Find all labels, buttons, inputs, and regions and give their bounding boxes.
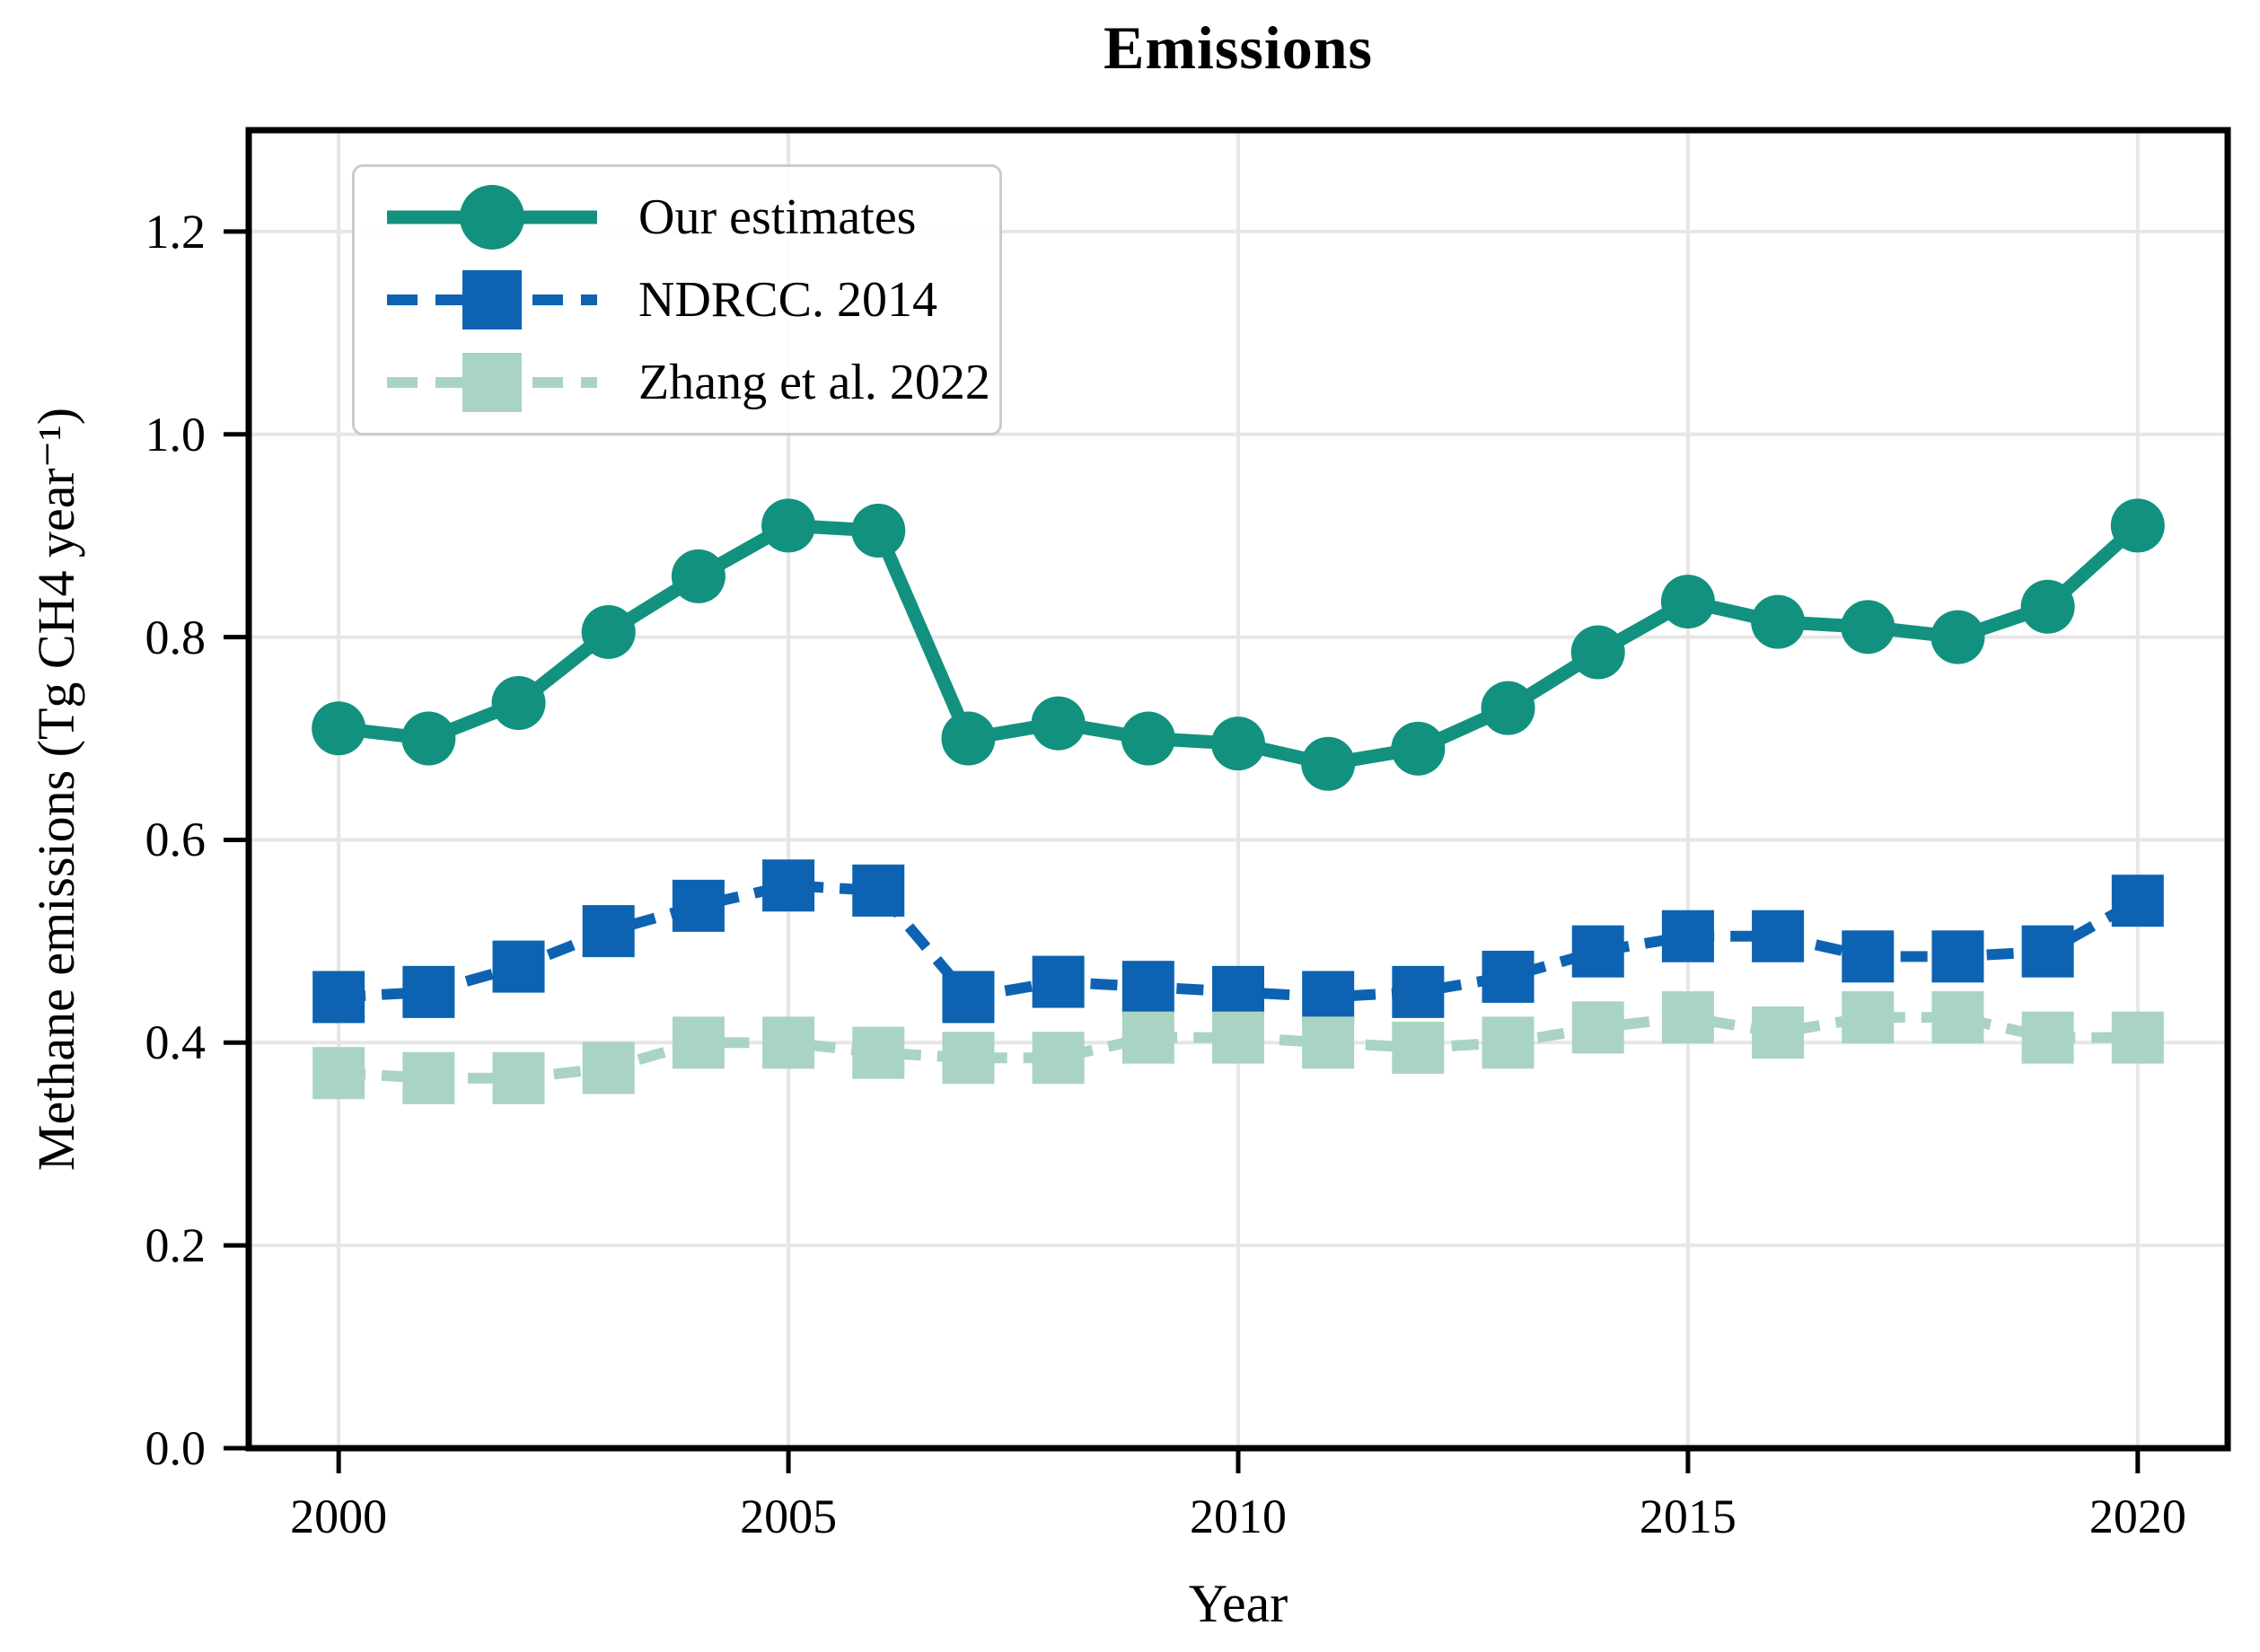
data-point <box>581 604 636 659</box>
data-point <box>1931 930 1984 983</box>
data-point <box>671 549 725 603</box>
data-point <box>672 879 725 932</box>
data-point <box>1842 930 1895 983</box>
y-tick-label: 1.0 <box>145 407 207 461</box>
data-point <box>1032 1032 1085 1085</box>
data-point <box>1842 991 1895 1044</box>
legend-item-ndrcc: NDRCC. 2014 <box>380 259 999 341</box>
data-point <box>1482 1016 1535 1069</box>
data-point <box>1301 736 1356 791</box>
legend-item-our-estimates: Our estimates <box>380 176 999 259</box>
data-point <box>1752 909 1805 962</box>
data-point <box>1392 1021 1445 1074</box>
y-tick-label: 0.0 <box>145 1421 207 1475</box>
data-point <box>1661 909 1714 962</box>
data-point <box>312 1047 365 1100</box>
data-point <box>582 1041 635 1094</box>
legend-label-our-estimates: Our estimates <box>638 189 917 245</box>
data-point <box>1751 594 1806 649</box>
data-point <box>402 1051 455 1104</box>
data-point <box>2020 579 2075 634</box>
x-tick-label: 2020 <box>2089 1489 2186 1543</box>
data-point <box>1121 711 1175 766</box>
legend-label-zhang: Zhang et al. 2022 <box>638 355 990 410</box>
y-axis-label: Methane emissions (Tg CH4 year⁻¹) <box>27 407 85 1172</box>
data-point <box>402 965 455 1018</box>
x-axis-label: Year <box>1188 1574 1288 1633</box>
data-point <box>2021 925 2074 978</box>
data-point <box>1032 955 1085 1008</box>
x-tick-label: 2005 <box>740 1489 838 1543</box>
data-point <box>852 1026 905 1079</box>
data-point <box>1121 961 1174 1014</box>
data-point <box>1391 721 1446 776</box>
legend-marker-ndrcc-icon <box>387 270 597 330</box>
y-tick-label: 0.4 <box>145 1015 207 1070</box>
data-point <box>1841 600 1895 655</box>
x-tick-label: 2010 <box>1190 1489 1287 1543</box>
data-point <box>672 1016 725 1069</box>
data-point <box>582 905 635 958</box>
y-tick-label: 0.6 <box>145 813 207 867</box>
legend-marker-our-estimates-icon <box>387 185 597 250</box>
data-point <box>312 701 366 756</box>
data-point <box>942 971 995 1024</box>
legend-label-ndrcc: NDRCC. 2014 <box>638 272 937 328</box>
data-point <box>761 498 816 553</box>
data-point <box>1121 1011 1174 1064</box>
data-point <box>1392 965 1445 1018</box>
chart-title: Emissions <box>1104 13 1373 82</box>
data-point <box>492 940 545 993</box>
data-point <box>312 971 365 1024</box>
data-point <box>1660 575 1715 629</box>
data-point <box>1930 610 1985 664</box>
data-point <box>2111 874 2164 927</box>
legend-marker-zhang-icon <box>387 353 597 412</box>
data-point <box>851 504 906 558</box>
data-point <box>1481 681 1535 735</box>
data-point <box>942 1032 995 1085</box>
data-point <box>401 711 456 766</box>
data-point <box>852 864 905 917</box>
data-point <box>1571 925 1624 978</box>
y-tick-label: 0.8 <box>145 610 207 664</box>
y-tick-label: 1.2 <box>145 204 207 259</box>
data-point <box>762 859 815 912</box>
data-point <box>1752 1006 1805 1059</box>
data-point <box>2021 1011 2074 1064</box>
data-point <box>2111 1011 2164 1064</box>
data-point <box>1302 971 1355 1024</box>
x-tick-label: 2015 <box>1639 1489 1737 1543</box>
data-point <box>762 1016 815 1069</box>
legend-item-zhang: Zhang et al. 2022 <box>380 341 999 424</box>
y-tick-label: 0.2 <box>145 1218 207 1273</box>
data-point <box>1302 1016 1355 1069</box>
data-point <box>1212 965 1264 1018</box>
data-point <box>492 1051 545 1104</box>
data-point <box>1570 625 1625 680</box>
legend: Our estimates NDRCC. 2014 Zhang et al. 2… <box>352 164 1002 435</box>
data-point <box>1482 950 1535 1003</box>
data-point <box>1211 716 1265 771</box>
data-point <box>1661 991 1714 1044</box>
data-point <box>2110 498 2165 553</box>
x-tick-label: 2000 <box>290 1489 388 1543</box>
data-point <box>941 711 996 766</box>
data-point <box>1031 696 1086 751</box>
data-point <box>1212 1011 1264 1064</box>
data-point <box>1931 991 1984 1044</box>
data-point <box>1571 1001 1624 1054</box>
data-point <box>491 676 546 731</box>
